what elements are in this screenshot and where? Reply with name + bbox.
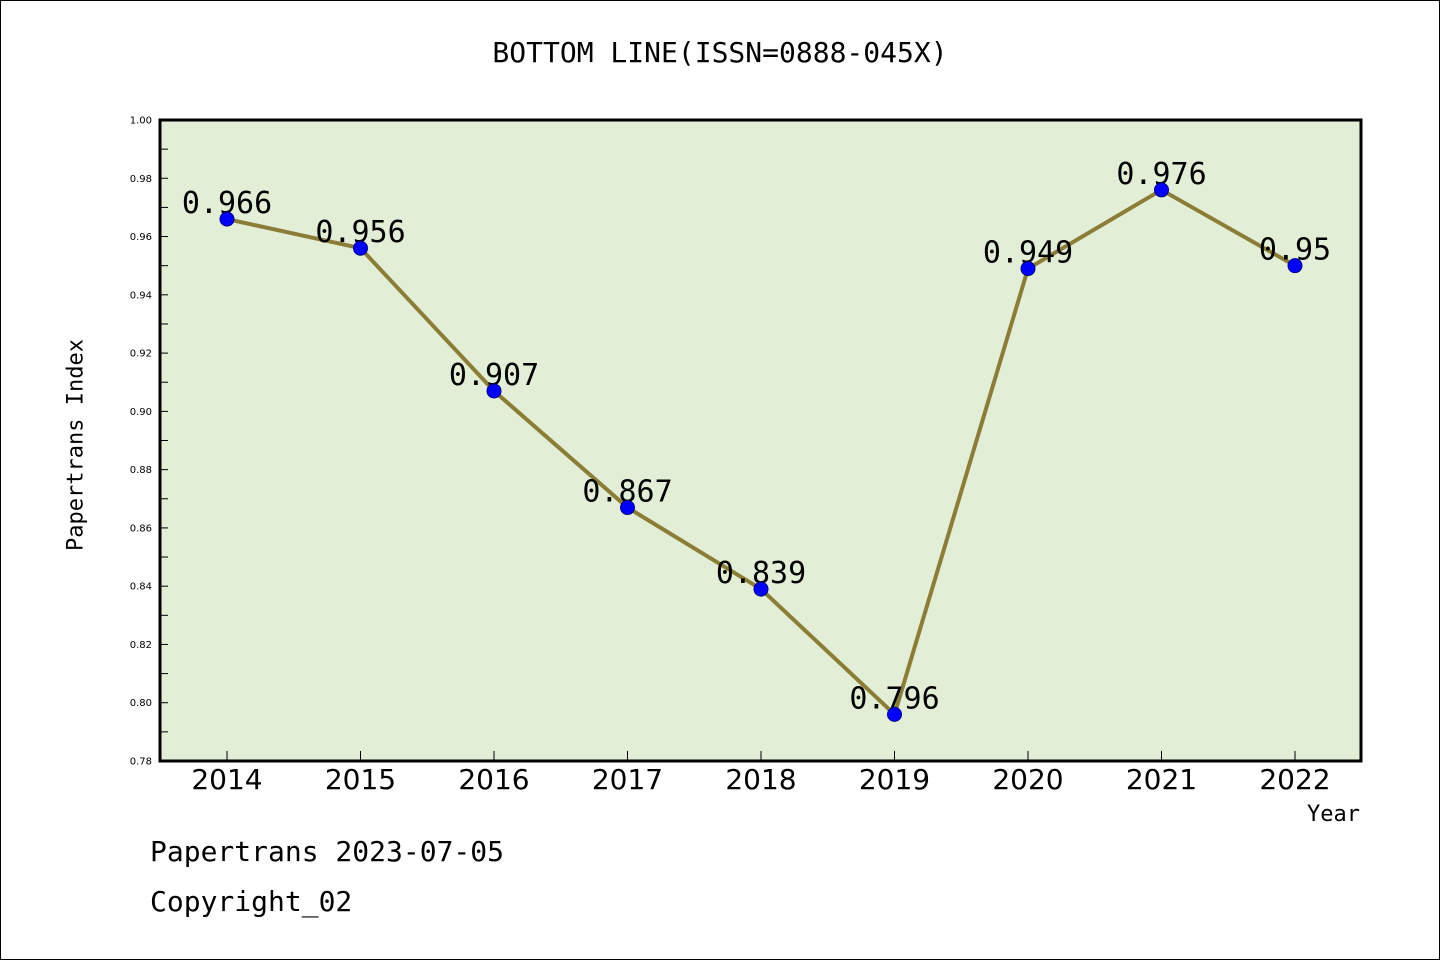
y-tick-label: 0.86 <box>130 523 152 534</box>
data-point <box>753 581 769 597</box>
data-point <box>1154 182 1169 198</box>
plot-border <box>158 118 1363 763</box>
data-point <box>219 211 235 227</box>
y-tick-label: 0.94 <box>130 290 152 301</box>
y-tick-label: 0.96 <box>130 232 152 243</box>
plot-area <box>160 120 1361 761</box>
x-tick-label: 2022 <box>1259 763 1330 796</box>
data-point <box>353 240 368 256</box>
data-point <box>486 383 502 399</box>
y-tick-label: 0.78 <box>130 757 152 768</box>
x-tick-label: 2014 <box>191 763 262 796</box>
y-tick-label: 0.84 <box>130 582 152 593</box>
y-tick-label: 0.80 <box>130 698 152 709</box>
footer-date: Papertrans 2023-07-05 <box>150 835 505 868</box>
x-tick-label: 2018 <box>725 763 796 796</box>
data-point <box>1287 258 1303 274</box>
y-tick-label: 0.98 <box>130 174 152 185</box>
y-tick-label: 1.00 <box>130 116 152 127</box>
data-point <box>887 706 902 722</box>
x-tick-label: 2021 <box>1126 763 1197 796</box>
y-tick-label: 0.92 <box>130 349 152 360</box>
data-point <box>1020 261 1036 277</box>
x-tick-label: 2016 <box>458 763 529 796</box>
x-tick-label: 2015 <box>325 763 396 796</box>
data-point <box>620 500 635 516</box>
x-tick-label: 2019 <box>859 763 930 796</box>
y-tick-label: 0.82 <box>130 640 152 651</box>
chart-title: BOTTOM LINE(ISSN=0888-045X) <box>492 36 948 69</box>
x-tick-label: 2017 <box>592 763 663 796</box>
x-axis-label: Year <box>1307 802 1360 827</box>
y-tick-label: 0.90 <box>130 407 152 418</box>
y-tick-label: 0.88 <box>130 465 152 476</box>
footer-copyright: Copyright_02 <box>150 885 353 918</box>
x-tick-label: 2020 <box>992 763 1063 796</box>
